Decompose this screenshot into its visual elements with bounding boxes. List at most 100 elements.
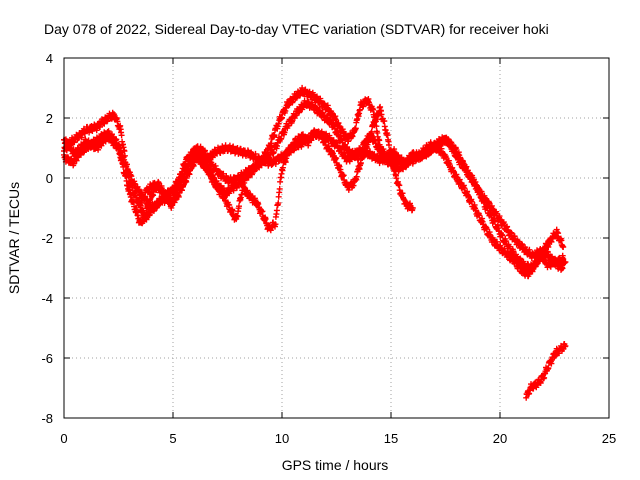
data-point [245,170,249,174]
data-point [97,137,101,141]
data-point [529,386,532,390]
data-point [293,140,297,144]
data-point [455,176,458,180]
data-point [398,188,401,192]
data-point [339,170,343,174]
data-point [269,161,273,165]
data-point [481,221,484,225]
data-point [548,239,552,243]
data-point [95,146,98,150]
data-point [411,206,414,210]
x-tick-label: 10 [275,431,289,446]
y-tick-label: -2 [41,231,53,246]
data-point [150,194,153,198]
data-point [564,260,567,264]
data-point [176,194,179,198]
data-point [525,395,528,399]
data-point [538,380,541,384]
data-point [280,167,284,171]
data-point [232,185,236,189]
data-point [208,173,212,177]
data-point [293,95,297,99]
data-point [559,266,563,270]
data-point [542,248,545,252]
data-point [313,95,316,99]
data-point [365,98,369,102]
data-point [344,146,347,150]
y-tick-label: -6 [41,351,53,366]
data-point [136,200,140,204]
data-point [73,152,77,156]
data-point [150,209,153,213]
y-tick-label: -8 [41,411,53,426]
data-point [119,128,122,132]
data-point [411,158,414,162]
data-point [254,200,257,204]
data-point [562,257,565,261]
data-point [376,146,380,150]
data-point [169,203,172,207]
x-axis-label: GPS time / hours [282,457,389,473]
data-point [503,239,506,243]
data-point [202,161,205,165]
data-point [494,242,497,246]
series-markers [135,103,416,234]
data-point [553,260,556,264]
y-tick-label: 2 [46,111,53,126]
data-point [320,101,323,105]
data-point [448,164,452,168]
data-point [520,269,523,273]
data-point [95,125,98,129]
data-point [487,203,491,207]
data-point [298,107,301,111]
data-point [215,185,218,189]
data-point [333,116,336,120]
data-point [546,263,550,267]
data-point [287,101,290,105]
data-point [248,152,251,156]
data-point [211,164,214,168]
data-point [527,272,530,276]
data-point [466,170,469,174]
data-point [307,140,310,144]
data-point [514,260,517,264]
data-point [496,227,499,231]
data-point [320,134,323,138]
data-point [311,104,314,108]
data-point [405,203,408,207]
data-point [533,383,537,387]
y-axis-label: SDTVAR / TECUs [6,182,22,294]
data-point [562,245,565,249]
data-point [474,209,478,213]
data-point [84,128,88,132]
data-points [61,84,569,401]
data-point [433,146,436,150]
data-point [267,227,271,231]
data-point [143,215,146,219]
x-tick-label: 25 [602,431,616,446]
data-point [300,134,303,138]
data-point [455,149,458,153]
data-point [291,116,295,120]
series-track-e [523,341,569,401]
data-point [313,131,316,135]
data-point [461,185,465,189]
data-point [326,107,329,111]
data-point [352,182,356,186]
data-point [106,116,109,120]
data-point [156,182,159,186]
data-point [372,122,375,126]
data-point [551,356,554,360]
data-point [509,233,513,237]
data-point [78,134,81,138]
data-point [278,137,281,141]
y-tick-label: 4 [46,51,53,66]
data-point [531,254,534,258]
chart-title: Day 078 of 2022, Sidereal Day-to-day VTE… [44,21,549,37]
data-point [195,155,199,159]
data-point [241,185,244,189]
y-tick-label: -4 [41,291,53,306]
data-point [274,221,277,225]
data-point [477,188,480,192]
